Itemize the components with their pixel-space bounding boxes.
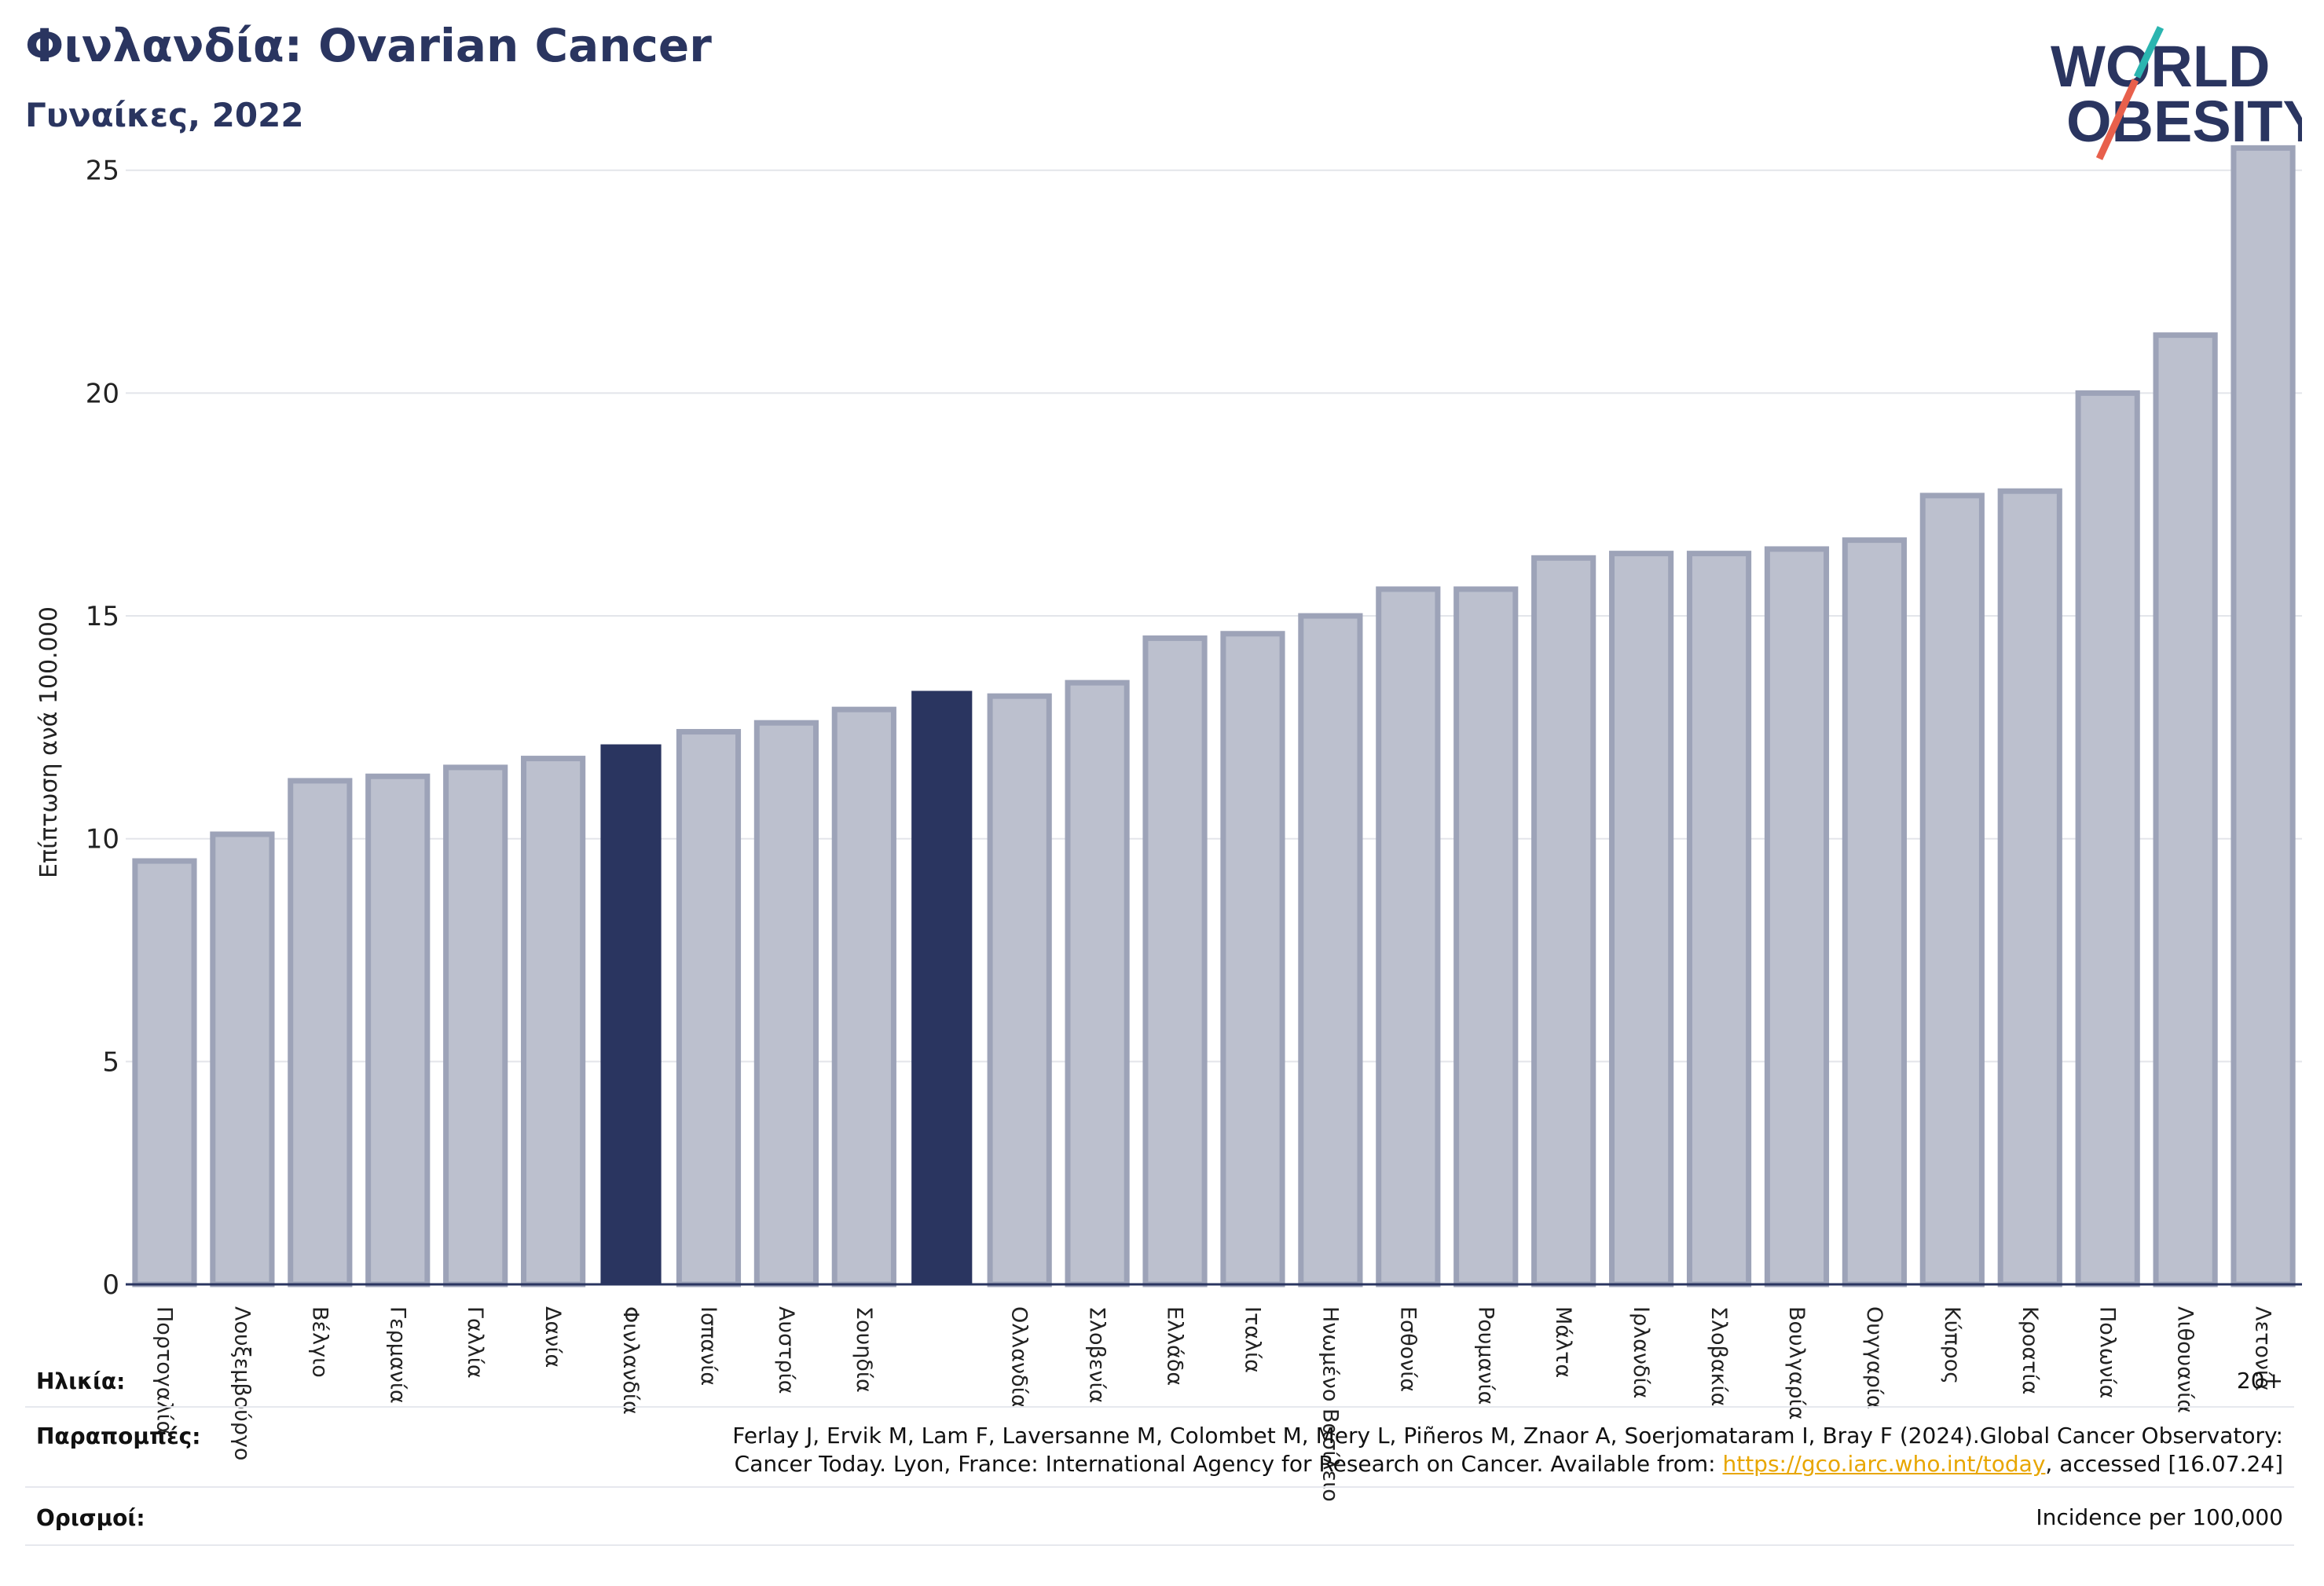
references-value: Ferlay J, Ervik M, Lam F, Laversanne M, … — [732, 1422, 2283, 1478]
references-link[interactable]: https://gco.iarc.who.int/today — [1722, 1451, 2046, 1477]
x-tick-label: Σλοβακία — [1706, 1306, 1731, 1406]
x-tick-label: Λιθουανία — [2173, 1306, 2198, 1413]
definitions-value: Incidence per 100,000 — [2036, 1504, 2283, 1530]
bar-Ρουμανία — [1453, 586, 1519, 1287]
references-accessed: , accessed [16.07.24] — [2045, 1451, 2283, 1477]
y-tick-label: 20 — [86, 378, 119, 409]
references-line-1: Ferlay J, Ervik M, Lam F, Laversanne M, … — [732, 1423, 2283, 1449]
page-title: Φινλανδία: Ovarian Cancer — [25, 19, 712, 72]
bar-Πορτογαλία — [132, 858, 197, 1287]
meta-row-definitions: Ορισμοί: Incidence per 100,000 — [25, 1488, 2294, 1546]
bar-unlabeled — [911, 690, 973, 1285]
bars — [126, 145, 2302, 1287]
bar-Ιταλία — [1220, 631, 1285, 1287]
page-subtitle: Γυναίκες, 2022 — [25, 96, 304, 134]
x-tick-label: Φινλανδία — [618, 1306, 643, 1415]
x-tick-label: Ιταλία — [1240, 1306, 1264, 1373]
x-tick-label: Βέλγιο — [307, 1306, 332, 1378]
x-tick-label: Ουγγαρία — [1862, 1306, 1886, 1409]
references-line-2: Cancer Today. Lyon, France: Internationa… — [732, 1450, 2283, 1478]
logo-text-world: WORLD — [2051, 34, 2271, 99]
x-tick-label: Ισπανία — [696, 1306, 720, 1386]
references-text: Cancer Today. Lyon, France: Internationa… — [734, 1451, 1723, 1477]
x-tick-label: Βουλγαρία — [1784, 1306, 1809, 1420]
x-tick-label: Αυστρία — [774, 1306, 798, 1394]
bar-Εσθονία — [1376, 586, 1441, 1287]
bar-Πολωνία — [2075, 390, 2140, 1287]
bar-Βουλγαρία — [1764, 546, 1830, 1287]
meta-row-age: Ηλικία: 20+ — [25, 1351, 2294, 1408]
x-tick-label: Εσθονία — [1395, 1306, 1420, 1392]
x-tick-label: Μάλτα — [1551, 1306, 1575, 1378]
bar-Λουξεμβούργο — [210, 831, 275, 1287]
x-tick-label: Σλοβενία — [1085, 1306, 1109, 1403]
bar-Κροατία — [1997, 488, 2062, 1287]
bar-Σλοβενία — [1065, 679, 1130, 1287]
x-tick-label: Πολωνία — [2095, 1306, 2120, 1398]
bar-Ελλάδα — [1142, 635, 1208, 1287]
definitions-label: Ορισμοί: — [36, 1505, 145, 1531]
y-tick-label: 25 — [86, 156, 119, 187]
bar-Μάλτα — [1531, 555, 1596, 1287]
x-tick-label: Ρουμανία — [1473, 1306, 1497, 1405]
x-tick-label: Κροατία — [2018, 1306, 2042, 1394]
bar-Λετονία — [2231, 145, 2296, 1287]
x-tick-label: Δανία — [541, 1306, 565, 1368]
y-tick-label: 0 — [102, 1269, 119, 1301]
x-tick-label: Λουξεμβούργο — [229, 1306, 254, 1460]
age-label: Ηλικία: — [36, 1368, 126, 1394]
meta-row-references: Παραπομπές: Ferlay J, Ervik M, Lam F, La… — [25, 1408, 2294, 1488]
bar-Ισπανία — [676, 729, 742, 1287]
bar-Αυστρία — [753, 720, 819, 1287]
bar-Ιρλανδία — [1609, 551, 1674, 1287]
x-tick-label: Γαλλία — [463, 1306, 487, 1379]
y-tick-labels: 0 5 10 15 20 25 — [86, 156, 119, 1301]
bar-Σλοβακία — [1686, 551, 1752, 1287]
x-tick-labels: Πορτογαλία Λουξεμβούργο Βέλγιο Γερμανία Γαλλ… — [152, 1306, 2275, 1502]
x-tick-label: Ιρλανδία — [1629, 1306, 1653, 1398]
bar-Βέλγιο — [288, 778, 353, 1287]
x-tick-label: Σουηδία — [852, 1306, 876, 1393]
x-tick-label: Πορτογαλία — [152, 1306, 176, 1434]
logo-slash-teal — [2133, 26, 2165, 79]
bar-Γαλλία — [443, 764, 508, 1287]
x-tick-label: Γερμανία — [385, 1306, 409, 1404]
x-tick-label: Κύπρος — [1940, 1306, 1964, 1384]
y-axis-label: Επίπτωση ανά 100.000 — [35, 606, 63, 878]
references-label: Παραπομπές: — [36, 1423, 201, 1449]
y-tick-label: 10 — [86, 824, 119, 855]
x-tick-label: Ηνωμένο Βασίλειο — [1318, 1306, 1342, 1502]
bar-Λιθουανία — [2153, 332, 2218, 1287]
bar-Φινλανδία — [600, 744, 662, 1285]
x-tick-label: Λετονία — [2251, 1306, 2275, 1391]
bar-Γερμανία — [365, 773, 431, 1287]
world-obesity-logo: WORLD OBESITY — [2051, 26, 2302, 160]
x-tick-label: Ολλανδία — [1007, 1306, 1032, 1408]
bar-Ουγγαρία — [1842, 537, 1907, 1287]
x-tick-label: Ελλάδα — [1163, 1306, 1187, 1386]
bar-Σουηδία — [831, 706, 896, 1287]
age-value: 20+ — [2236, 1368, 2283, 1394]
bar-Ολλανδία — [987, 693, 1052, 1287]
bar-Κύπρος — [1919, 493, 1985, 1287]
bar-Δανία — [521, 756, 586, 1287]
y-tick-label: 15 — [86, 601, 119, 632]
y-tick-label: 5 — [102, 1046, 119, 1078]
bar-Ηνωμένο Βασίλειο — [1298, 613, 1363, 1287]
logo-slash-red — [2095, 79, 2139, 160]
